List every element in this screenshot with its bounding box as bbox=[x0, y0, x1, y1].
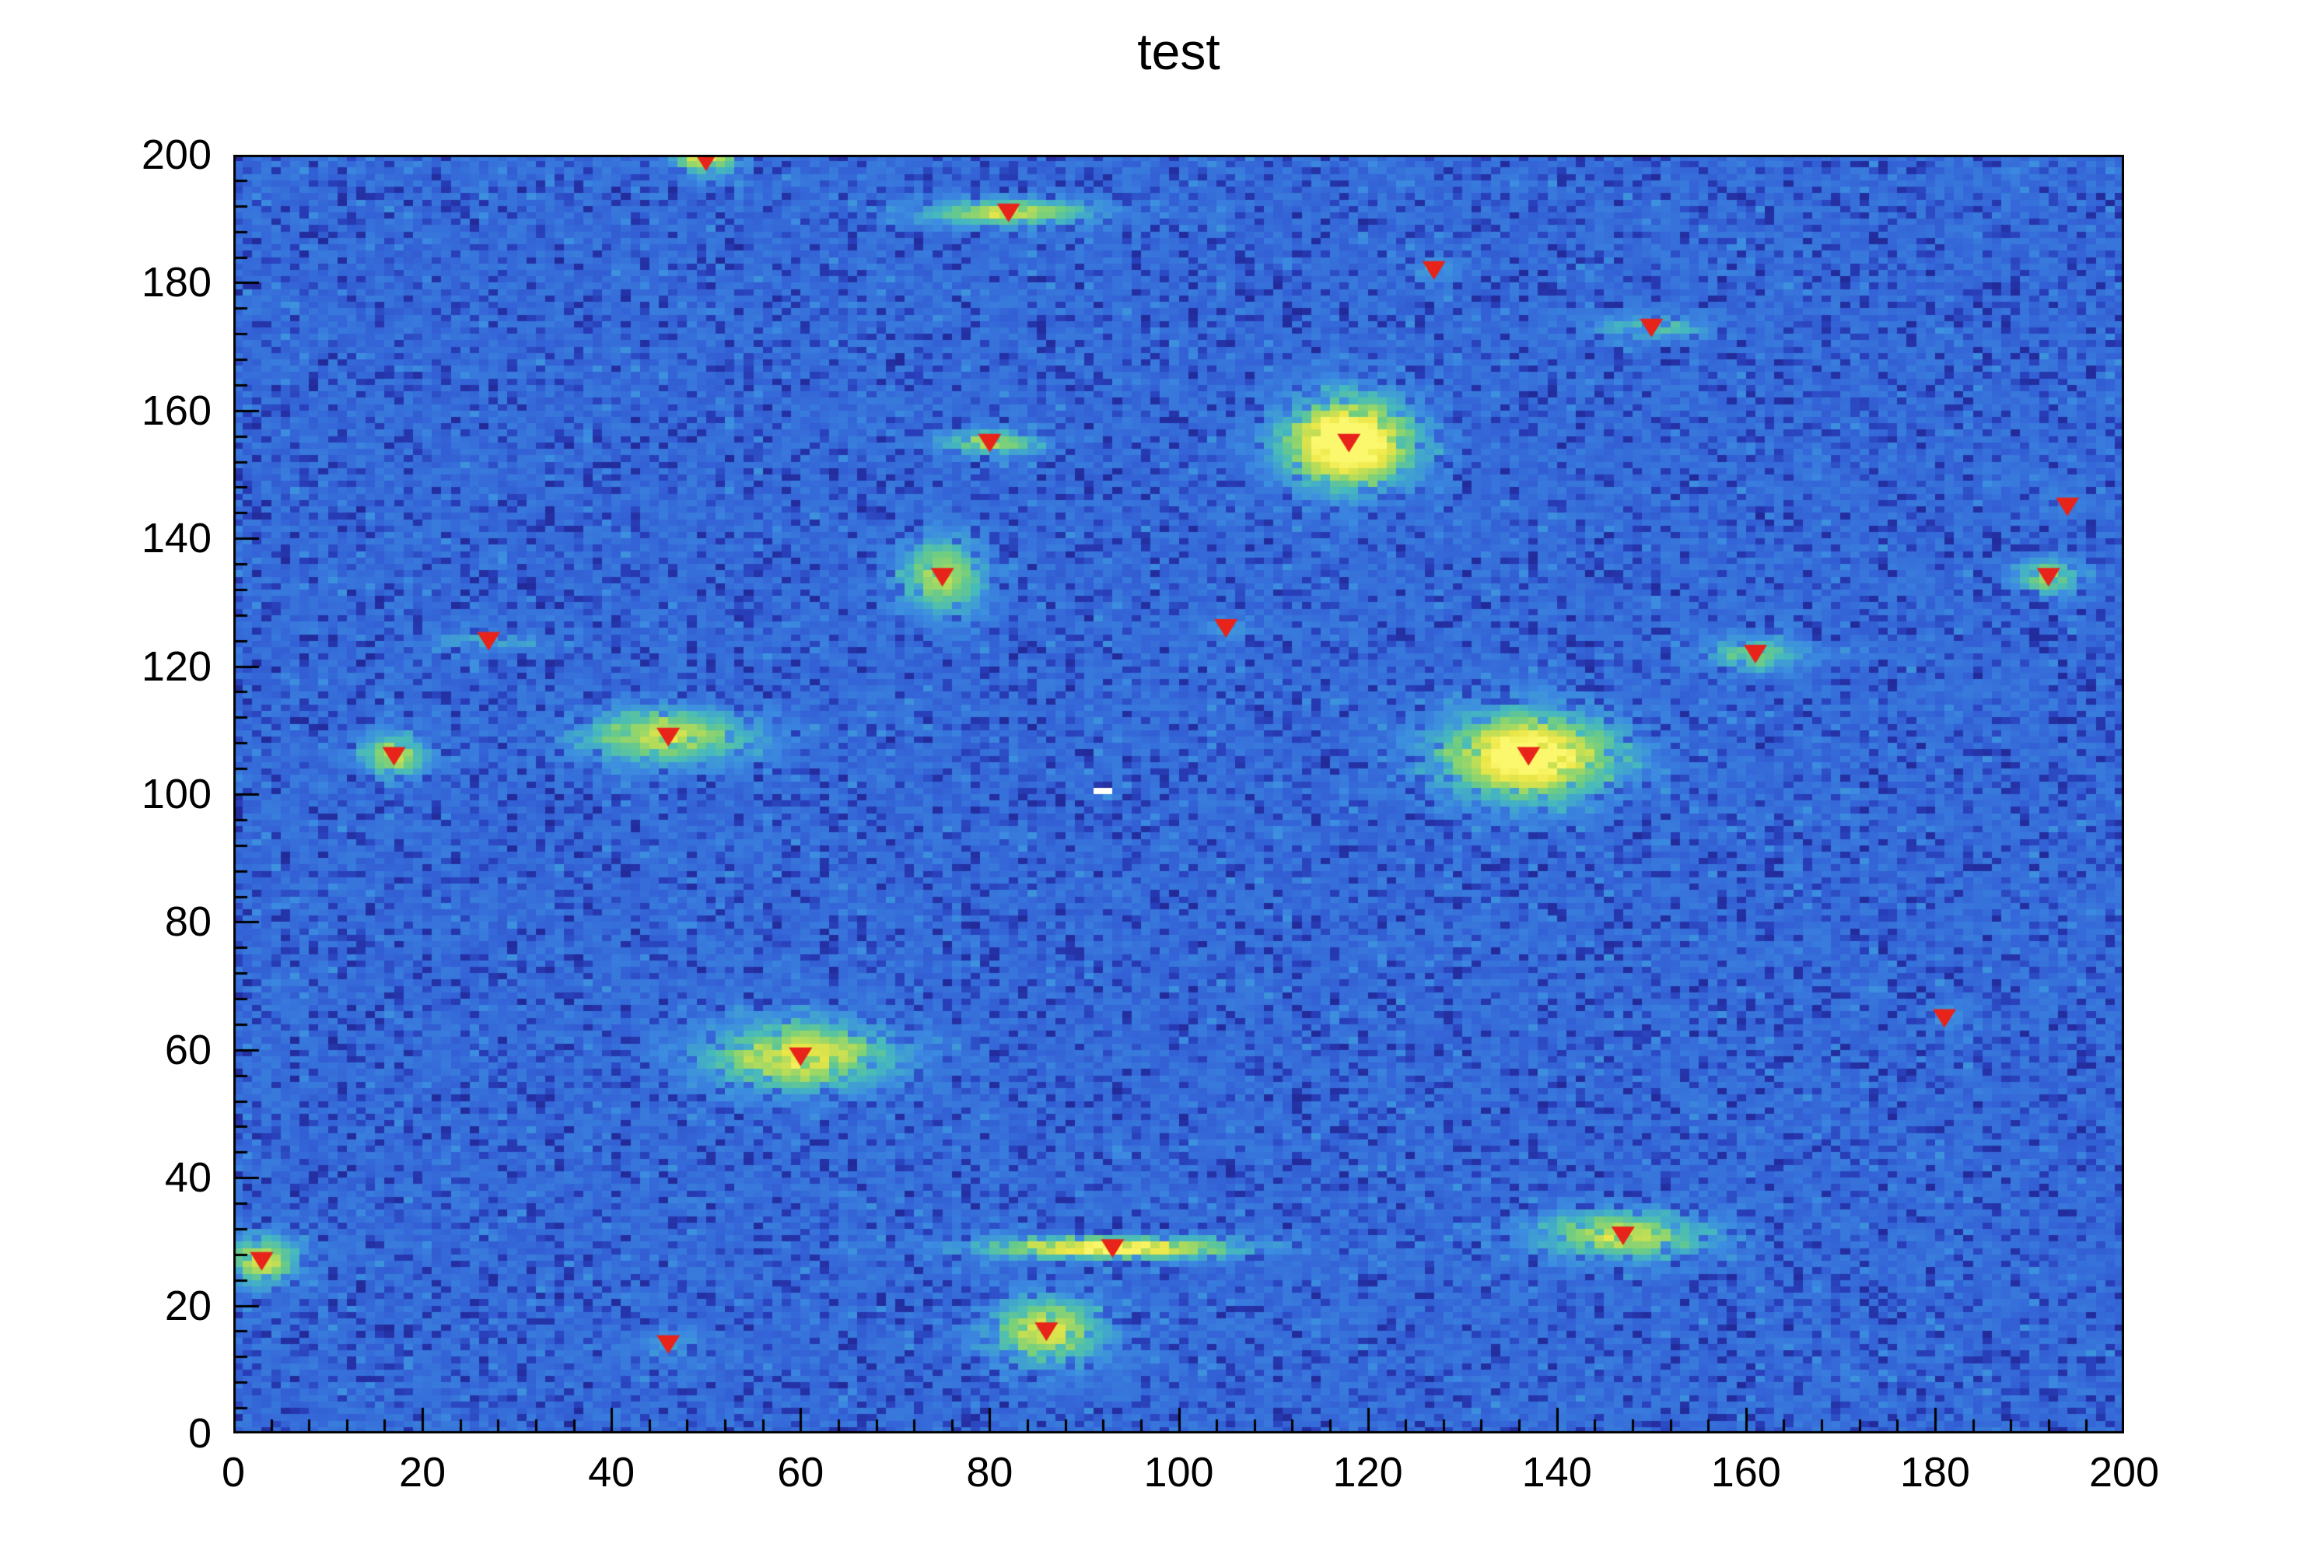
x-tick-label: 0 bbox=[221, 1449, 246, 1496]
x-tick-label: 180 bbox=[1899, 1449, 1970, 1496]
x-tick-label: 160 bbox=[1710, 1449, 1781, 1496]
y-tick-label: 60 bbox=[164, 1026, 212, 1073]
y-tick-label: 180 bbox=[141, 259, 212, 306]
y-tick-label: 160 bbox=[141, 387, 212, 434]
y-tick-label: 200 bbox=[141, 131, 212, 178]
y-tick-label: 100 bbox=[141, 771, 212, 817]
y-tick-label: 0 bbox=[187, 1410, 212, 1457]
x-tick-label: 200 bbox=[2088, 1449, 2160, 1496]
y-tick-label: 140 bbox=[141, 515, 212, 562]
y-tick-label: 80 bbox=[164, 898, 212, 946]
x-tick-label: 100 bbox=[1143, 1449, 1214, 1496]
x-tick-label: 140 bbox=[1521, 1449, 1592, 1496]
y-tick-label: 120 bbox=[141, 642, 212, 690]
histogram-2d-canvas bbox=[233, 155, 2124, 1433]
x-tick-label: 60 bbox=[777, 1449, 824, 1496]
x-tick-label: 80 bbox=[966, 1449, 1013, 1496]
plot-title: test bbox=[1137, 23, 1220, 80]
y-tick-label: 40 bbox=[164, 1154, 212, 1202]
x-tick-label: 40 bbox=[588, 1449, 635, 1496]
y-tick-label: 20 bbox=[164, 1282, 212, 1329]
x-tick-label: 20 bbox=[399, 1449, 446, 1496]
x-tick-label: 120 bbox=[1332, 1449, 1403, 1496]
